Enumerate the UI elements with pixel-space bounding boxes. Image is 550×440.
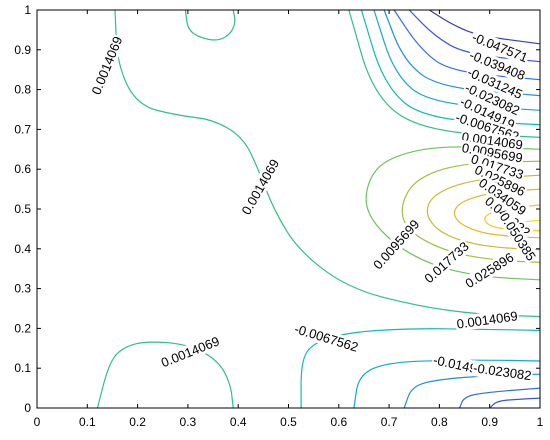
- x-tick-label: 0.1: [79, 415, 96, 429]
- contour-label-bg: [420, 237, 473, 287]
- contour-label-bg: [88, 33, 126, 98]
- contour-label: -0.0067562: [291, 320, 361, 356]
- x-tick-label: 0.5: [280, 415, 297, 429]
- y-tick-label: 0.1: [14, 361, 31, 375]
- contour-line: [426, 174, 541, 251]
- contour-label-text: 0.0014069: [159, 333, 222, 370]
- contour-line: [489, 397, 541, 409]
- x-tick-label: 1: [537, 415, 544, 429]
- contour-label-bg: [471, 161, 529, 200]
- contour-line: [458, 387, 541, 409]
- y-tick-label: 0.3: [14, 282, 31, 296]
- contour-label: 0.0095699: [369, 215, 424, 274]
- contour-label-bg: [157, 332, 223, 371]
- axis-ticks: 0 0.1 0.2 0.3 0.4 0.5 0.6 0.7 0.8 0.9 1 0 0.1 0.2 0.3 0…: [14, 3, 543, 429]
- x-tick-label: 0.4: [230, 415, 247, 429]
- contour-label-bg: [461, 249, 518, 292]
- x-tick-label: 0.2: [129, 415, 146, 429]
- contour-label-bg: [456, 93, 519, 133]
- contour-line: [184, 9, 236, 41]
- contour-label-bg: [461, 79, 524, 119]
- y-tick-label: 0.2: [14, 321, 31, 335]
- contour-label-text: -0.0067562: [293, 321, 360, 355]
- x-tick-label: 0.8: [431, 415, 448, 429]
- x-tick-label: 0.6: [330, 415, 347, 429]
- y-tick-label: 1: [24, 3, 31, 17]
- contour-line: [428, 9, 541, 45]
- contour-labels: -0.047571-0.039408-0.031245-0.023082-0.0…: [88, 29, 540, 384]
- contour-label-bg: [454, 308, 520, 332]
- y-tick-label: 0: [24, 401, 31, 415]
- contour-label-bg: [238, 155, 283, 219]
- contour-line: [348, 9, 541, 138]
- contour-label-bg: [475, 174, 530, 219]
- contour-label-bg: [496, 208, 540, 265]
- contour-label-bg: [471, 360, 534, 384]
- contour-label: 0.0014069: [238, 155, 283, 219]
- y-tick-label: 0.9: [14, 43, 31, 57]
- y-tick-label: 0.8: [14, 83, 31, 97]
- contour-label-bg: [291, 320, 361, 356]
- contour-line: [96, 341, 234, 409]
- x-tick-label: 0.7: [381, 415, 398, 429]
- y-tick-label: 0.7: [14, 122, 31, 136]
- contour-label-bg: [459, 128, 525, 153]
- contour-line: [353, 359, 541, 409]
- contour-label: -0.023082: [471, 360, 534, 384]
- x-tick-label: 0.3: [180, 415, 197, 429]
- contour-label-bg: [369, 215, 424, 274]
- contour-line: [365, 146, 541, 281]
- contour-label-bg: [466, 46, 529, 84]
- y-tick-label: 0.5: [14, 202, 31, 216]
- contour-label-bg: [468, 150, 527, 183]
- x-tick-label: 0: [34, 415, 41, 429]
- contour-label: 0.0014069: [157, 332, 223, 371]
- contour-label-text: 0.0095699: [370, 217, 422, 273]
- contour-label-bg: [464, 63, 526, 103]
- contour-line: [453, 188, 541, 239]
- contour-line: [401, 160, 541, 263]
- contour-label-bg: [459, 139, 525, 166]
- y-tick-label: 0.6: [14, 162, 31, 176]
- contour-label: 0.0014069: [454, 308, 520, 332]
- contour-label-text: 0.0014069: [456, 308, 519, 331]
- y-tick-label: 0.4: [14, 242, 31, 256]
- contour-label-bg: [469, 29, 531, 66]
- contour-label-text: 0.0014069: [239, 156, 283, 217]
- x-tick-label: 0.9: [481, 415, 498, 429]
- contour-label-text: -0.023082: [472, 360, 532, 383]
